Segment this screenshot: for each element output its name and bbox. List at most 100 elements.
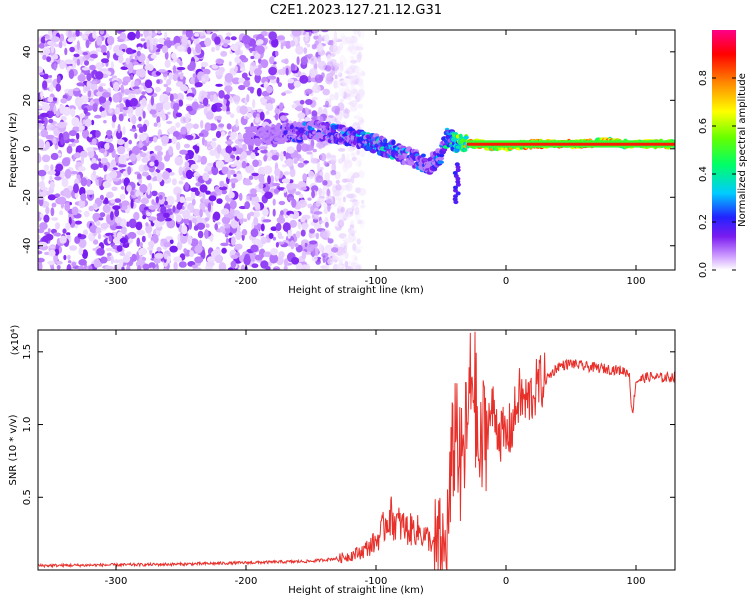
snr-y-scale-label: (x10⁴) (10, 325, 21, 356)
noise-blob (96, 248, 105, 256)
noise-blob (276, 77, 280, 84)
noise-blob (293, 73, 298, 77)
noise-blob (138, 247, 148, 256)
noise-blob (286, 146, 295, 154)
noise-blob (305, 31, 310, 36)
noise-blob (54, 248, 60, 256)
noise-blob (121, 80, 129, 86)
noise-blob (354, 95, 361, 100)
noise-blob (59, 59, 66, 70)
noise-blob (281, 178, 291, 184)
noise-blob (226, 87, 230, 97)
noise-blob (357, 160, 362, 167)
noise-blob (126, 185, 132, 192)
noise-blob (360, 204, 366, 209)
noise-blob (118, 259, 124, 268)
noise-blob (60, 98, 68, 104)
noise-blob (271, 38, 279, 48)
noise-blob (150, 95, 155, 106)
noise-blob (211, 166, 216, 173)
noise-blob (183, 217, 190, 225)
noise-blob (239, 50, 243, 56)
noise-blob (178, 261, 187, 268)
noise-blob (83, 107, 88, 115)
x-tick-label: -100 (365, 576, 388, 587)
noise-blob (344, 260, 349, 268)
noise-blob (241, 160, 247, 169)
noise-blob (92, 239, 99, 245)
noise-blob (155, 196, 159, 204)
noise-blob (126, 264, 131, 270)
noise-blob (311, 116, 318, 121)
noise-blob (172, 65, 177, 75)
noise-blob (129, 153, 137, 162)
noise-blob (38, 250, 43, 255)
noise-blob (40, 36, 46, 45)
noise-blob (257, 45, 265, 55)
noise-blob (140, 197, 149, 205)
noise-blob (214, 254, 224, 264)
noise-blob (119, 252, 126, 256)
noise-blob (246, 112, 253, 118)
noise-blob (268, 66, 277, 76)
noise-blob (291, 104, 298, 109)
noise-blob (88, 264, 93, 270)
noise-blob (306, 43, 311, 48)
noise-blob (271, 154, 279, 161)
noise-blob (272, 198, 276, 206)
noise-blob (221, 166, 229, 175)
noise-blob (185, 30, 193, 38)
noise-blob (149, 161, 155, 167)
spectrogram-y-label: Frequency (Hz) (8, 112, 19, 188)
noise-blob (347, 36, 354, 46)
noise-blob (185, 197, 193, 202)
noise-blob (71, 117, 80, 127)
noise-blob (138, 126, 144, 133)
noise-blob (54, 176, 62, 181)
noise-blob (206, 106, 211, 111)
noise-blob (68, 69, 75, 80)
noise-blob (318, 220, 324, 224)
noise-blob (147, 185, 151, 196)
noise-blob (258, 146, 268, 150)
noise-blob (204, 139, 208, 147)
noise-blob (50, 44, 55, 54)
noise-blob (191, 217, 197, 224)
noise-blob (80, 193, 87, 201)
noise-blob (357, 79, 363, 86)
noise-blob (81, 67, 90, 71)
noise-blob (322, 255, 326, 263)
noise-blob (283, 150, 287, 157)
noise-blob (69, 245, 78, 251)
noise-blob (76, 132, 80, 140)
noise-blob (110, 199, 115, 204)
noise-blob (358, 117, 364, 126)
noise-blob (141, 171, 149, 177)
noise-blob (54, 232, 61, 237)
noise-blob (343, 245, 347, 254)
noise-blob (55, 260, 63, 265)
noise-blob (355, 52, 363, 60)
noise-blob (133, 88, 142, 95)
noise-blob (176, 203, 183, 210)
noise-blob (166, 78, 172, 86)
noise-blob (88, 205, 95, 212)
noise-blob (212, 211, 221, 221)
noise-blob (230, 254, 239, 259)
colorbar-tick-label: 0.6 (698, 118, 709, 134)
noise-blob (260, 59, 269, 69)
noise-blob (216, 58, 225, 65)
noise-blob (124, 88, 130, 96)
noise-blob (283, 171, 290, 176)
noise-blob (357, 88, 365, 97)
noise-blob (157, 161, 165, 171)
noise-blob (208, 146, 211, 150)
noise-blob (280, 43, 284, 50)
noise-blob (213, 162, 217, 169)
noise-blob (215, 130, 222, 139)
noise-blob (62, 39, 67, 47)
noise-blob (38, 42, 45, 49)
noise-blob (205, 208, 209, 216)
noise-blob (98, 86, 104, 92)
noise-blob (274, 168, 281, 177)
